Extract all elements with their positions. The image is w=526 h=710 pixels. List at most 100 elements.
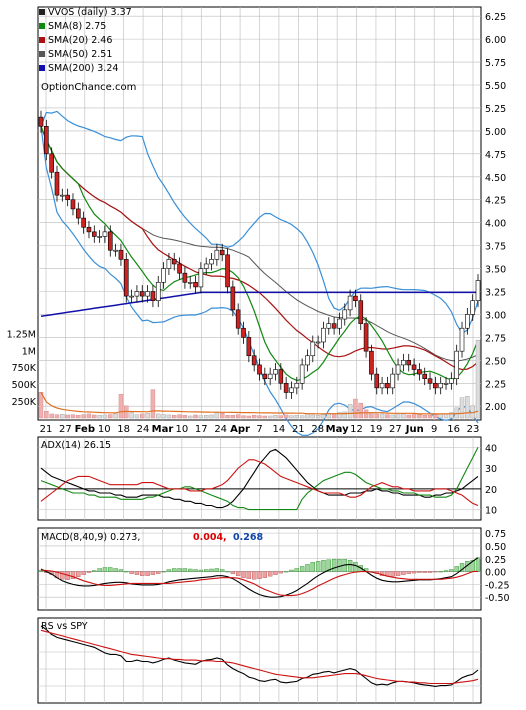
volume-bar [299, 415, 305, 419]
volume-bar [156, 413, 161, 419]
volume-bar [283, 414, 289, 419]
volume-bar [374, 413, 379, 419]
legend-swatch [39, 51, 45, 57]
adx-y-tick-label: 30 [485, 464, 497, 475]
price-y-tick-label: 6.25 [485, 12, 506, 23]
macd-histogram-bar [406, 571, 411, 574]
price-candle [374, 373, 380, 389]
macd-histogram-bar [108, 567, 113, 572]
macd-histogram-bar [86, 571, 92, 573]
macd-histogram-bar [214, 568, 220, 572]
volume-bar [433, 414, 438, 419]
price-candle [203, 263, 209, 269]
volume-bar [172, 415, 177, 419]
x-tick-label: 23 [467, 424, 480, 435]
price-candle [369, 350, 374, 375]
macd-y-tick-label: 0.50 [485, 542, 506, 553]
macd-histogram-bar [92, 570, 97, 572]
x-tick-label: May [326, 424, 349, 435]
price-candle [235, 309, 241, 329]
price-candle [337, 318, 342, 329]
volume-bar [118, 394, 124, 419]
price-candle [134, 291, 140, 297]
price-candle [411, 364, 417, 370]
price-y-tick-label: 6.00 [485, 35, 506, 46]
macd-histogram-bar [422, 571, 427, 573]
macd-histogram-bar [251, 571, 257, 580]
price-candle [262, 373, 268, 380]
price-candle [326, 323, 332, 329]
volume-bar [417, 414, 422, 419]
volume-bar [358, 402, 363, 419]
price-candle [113, 249, 118, 252]
volume-bar [198, 415, 204, 419]
volume-bar [342, 411, 347, 419]
price-y-tick-label: 2.50 [485, 356, 506, 367]
macd-y-tick-label: -0.25 [485, 580, 510, 591]
price-candle [475, 280, 481, 301]
macd-histogram-bar [475, 557, 481, 572]
volume-bar [294, 415, 300, 419]
volume-bar [182, 415, 188, 419]
volume-bar [278, 415, 284, 419]
price-candle [107, 231, 113, 251]
macd-histogram-bar [241, 571, 246, 578]
macd-histogram-bar [118, 569, 124, 572]
adx-series-line [40, 448, 479, 509]
price-candle [294, 382, 300, 389]
price-y-tick-label: 4.75 [485, 150, 506, 161]
price-candle [97, 236, 102, 238]
price-candle [395, 364, 401, 375]
macd-y-tick-label: 0.75 [485, 529, 506, 540]
volume-bar [427, 415, 433, 419]
macd-histogram-bar [353, 562, 358, 572]
price-candle [257, 364, 262, 375]
macd-histogram-bar [193, 569, 198, 572]
volume-bar [363, 409, 369, 419]
volume-bar [150, 389, 156, 419]
macd-signal-value: 0.004, [193, 532, 227, 543]
volume-bar [113, 413, 118, 419]
volume-bar [54, 414, 60, 419]
price-candle [49, 153, 54, 173]
price-candle [347, 295, 353, 311]
legend-swatch [39, 37, 45, 43]
volume-bar [108, 414, 113, 419]
adx-series-line [40, 459, 479, 507]
volume-bar [379, 413, 385, 419]
watermark: OptionChance.com [41, 82, 136, 93]
volume-bar [390, 414, 395, 419]
x-tick-label: 27 [59, 424, 72, 435]
adx-y-tick-label: 40 [485, 443, 497, 454]
price-candle [155, 282, 161, 301]
price-candle [177, 263, 182, 274]
price-candle [305, 355, 310, 366]
rs-label: RS vs SPY [41, 621, 88, 632]
adx-series-line [40, 447, 479, 511]
volume-bar [353, 398, 358, 419]
volume-bar [188, 415, 193, 419]
x-tick-label: 12 [350, 424, 363, 435]
x-tick-label: 10 [175, 424, 188, 435]
macd-histogram-bar [198, 569, 204, 572]
price-candle [470, 300, 475, 315]
x-tick-label: 28 [311, 424, 324, 435]
price-candle [321, 327, 326, 343]
price-candle [219, 249, 225, 256]
macd-histogram-bar [337, 559, 342, 572]
price-candle [353, 295, 358, 301]
macd-histogram-bar [427, 571, 433, 573]
macd-histogram-bar [70, 571, 76, 579]
price-candle [145, 291, 150, 297]
price-y-tick-label: 2.75 [485, 333, 506, 344]
price-y-tick-label: 2.25 [485, 379, 506, 390]
price-candle [251, 355, 257, 366]
adx-label: ADX(14) 26.15 [41, 440, 111, 451]
price-candle [91, 231, 97, 237]
macd-histogram-bar [97, 568, 102, 572]
macd-histogram-bar [150, 571, 156, 575]
macd-histogram-bar [145, 571, 150, 576]
macd-histogram-bar [129, 571, 134, 574]
macd-histogram-bar [246, 571, 252, 579]
volume-average-line [40, 392, 479, 415]
